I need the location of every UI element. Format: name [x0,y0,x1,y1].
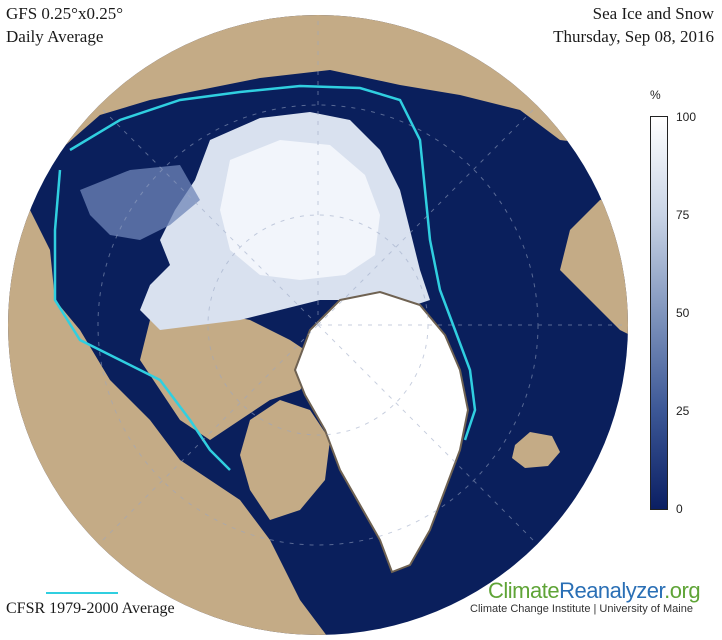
brand-subtitle: Climate Change Institute | University of… [470,603,693,615]
land-greenland-snow [293,290,470,574]
period-label: Daily Average [6,27,104,46]
brand-part-org: .org [664,578,701,603]
graticule [97,15,628,546]
land-canadian-archipelago [140,310,320,440]
climate-reanalyzer-logo[interactable]: ClimateReanalyzer.org [488,578,701,604]
arctic-sea-ice-map [8,15,628,635]
colorbar-tick-0: 0 [676,502,683,516]
colorbar-tick-100: 100 [676,110,697,124]
colorbar-unit: % [650,88,661,102]
land-iceland [512,432,560,468]
colorbar-tick-75: 75 [676,208,690,222]
land-baffin [240,400,330,520]
colorbar-tick-50: 50 [676,306,690,320]
brand-part-climate: Climate [488,578,560,603]
brand-part-reanalyzer: Reanalyzer [559,578,665,603]
sea-ice-core [220,140,380,280]
sea-ice-thin-fringe [80,165,200,240]
model-label: GFS 0.25°x0.25° [6,4,124,23]
climatology-legend-label: CFSR 1979-2000 Average [6,600,175,617]
colorbar [650,116,668,510]
climatology-legend-swatch [46,592,118,594]
variable-label: Sea Ice and Snow [592,4,714,23]
colorbar-tick-25: 25 [676,404,690,418]
date-label: Thursday, Sep 08, 2016 [553,27,714,46]
